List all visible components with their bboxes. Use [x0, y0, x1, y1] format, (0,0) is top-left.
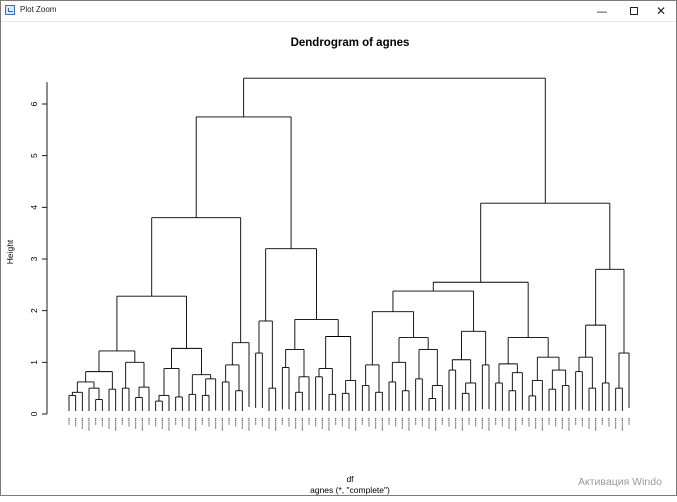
y-tick-label: 0 — [29, 411, 39, 416]
y-tick-label: 2 — [29, 308, 39, 313]
close-button[interactable]: ✕ — [644, 1, 677, 21]
activation-watermark: Активация Windo — [578, 476, 662, 488]
leaf-labels — [68, 418, 630, 431]
y-tick-label: 3 — [29, 256, 39, 261]
close-icon: ✕ — [655, 4, 667, 18]
y-tick-label: 1 — [29, 360, 39, 365]
minimize-button[interactable]: — — [585, 1, 619, 21]
dendrogram-chart: Dendrogram of agnes Height df agnes (*, … — [5, 37, 630, 495]
y-axis-title: Height — [5, 239, 15, 264]
y-tick-label: 5 — [29, 153, 39, 158]
window-title: Plot Zoom — [20, 5, 57, 14]
y-tick-label: 4 — [29, 205, 39, 210]
maximize-icon — [630, 7, 638, 15]
y-axis: 0 1 2 3 4 5 6 — [29, 82, 48, 416]
plot-window-icon — [5, 5, 15, 15]
dendrogram-tree — [68, 77, 630, 411]
plot-area: Dendrogram of agnes Height df agnes (*, … — [1, 22, 677, 497]
y-tick-label: 6 — [29, 101, 39, 106]
title-bar[interactable]: Plot Zoom — ✕ — [1, 1, 676, 22]
minimize-icon: — — [596, 4, 608, 18]
maximize-button[interactable] — [617, 1, 651, 21]
x-axis-subtitle: agnes (*, "complete") — [310, 485, 390, 495]
chart-title: Dendrogram of agnes — [291, 37, 410, 49]
x-axis-title: df — [346, 474, 354, 484]
